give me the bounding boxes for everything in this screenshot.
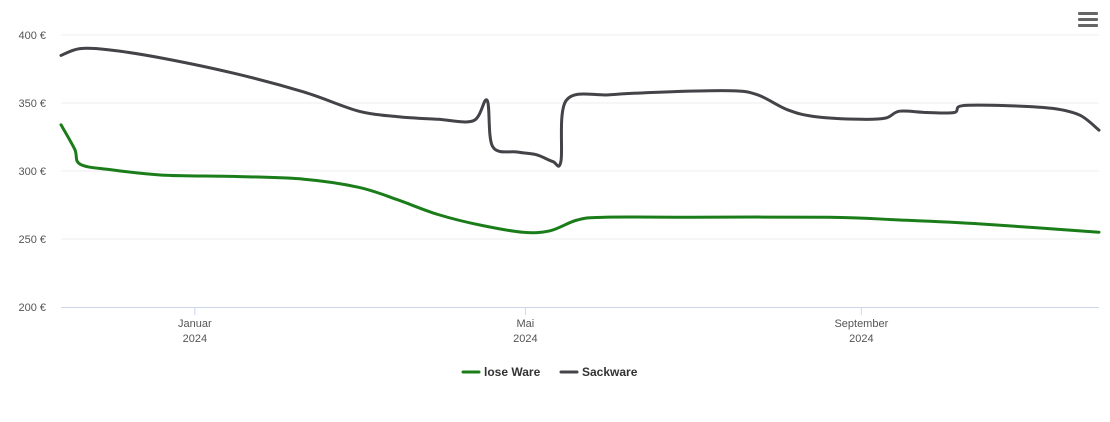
legend-label: Sackware xyxy=(582,365,638,379)
x-tick-sublabel: 2024 xyxy=(183,333,207,345)
grid-lines xyxy=(61,34,1099,240)
chart-menu-button[interactable] xyxy=(1078,12,1098,30)
y-tick-label: 300 € xyxy=(18,166,46,178)
y-tick-label: 200 € xyxy=(18,302,46,314)
legend-item[interactable]: Sackware xyxy=(559,365,638,379)
legend-label: lose Ware xyxy=(484,365,541,379)
y-tick-label: 250 € xyxy=(18,234,46,246)
x-tick-label: Mai xyxy=(517,318,535,330)
x-tick-sublabel: 2024 xyxy=(513,333,537,345)
legend[interactable]: lose Ware Sackware xyxy=(461,365,638,379)
series-lines xyxy=(59,46,1101,235)
hamburger-menu-icon xyxy=(1078,12,1098,15)
series-line-lose-ware xyxy=(59,123,1101,235)
x-tick-label: September xyxy=(834,318,888,330)
y-axis: 200 € 250 € 300 € 350 € 400 € xyxy=(18,30,46,314)
x-axis: Januar 2024 Mai 2024 September 2024 xyxy=(61,307,1099,345)
legend-item[interactable]: lose Ware xyxy=(461,365,541,379)
y-tick-label: 400 € xyxy=(18,30,46,42)
x-tick-sublabel: 2024 xyxy=(849,333,873,345)
x-tick-label: Januar xyxy=(178,318,212,330)
series-line-sackware xyxy=(59,46,1101,168)
y-tick-label: 350 € xyxy=(18,98,46,110)
